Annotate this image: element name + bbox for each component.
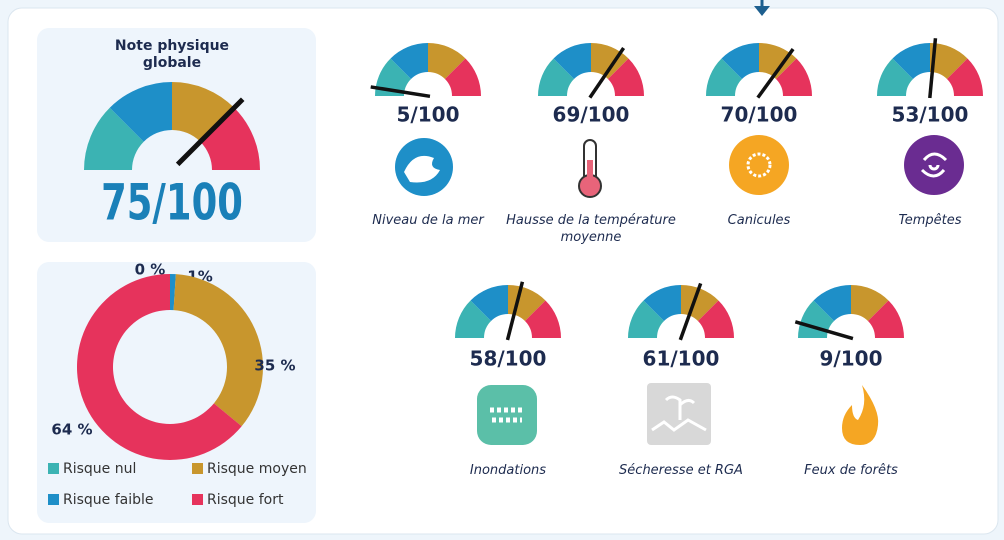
gauge-segment — [851, 285, 889, 322]
gauge-needle — [794, 320, 854, 341]
gauge-segment — [508, 285, 546, 322]
gauge-needle — [588, 47, 626, 99]
icon-thermo-fill — [587, 160, 593, 182]
gauge-segment — [930, 43, 968, 80]
gauge-segment — [375, 58, 412, 96]
icon-storm — [904, 135, 964, 195]
gauge-segment — [172, 82, 235, 142]
legend-label: Risque faible — [63, 492, 154, 508]
gauge-score: 5/100 — [397, 103, 460, 127]
gauge-score: 61/100 — [643, 347, 720, 371]
gauge-needle — [175, 97, 245, 167]
gauge-segment — [759, 43, 797, 80]
gauge-segment — [607, 58, 644, 96]
gauge-score: 58/100 — [470, 347, 547, 371]
hazard-label: Feux de forêts — [804, 463, 898, 478]
gauge-segment — [553, 43, 591, 80]
gauge-segment — [200, 107, 260, 170]
gauge-needle — [678, 282, 703, 341]
donut-label: 64 % — [51, 421, 92, 439]
global-panel — [37, 28, 316, 242]
legend-swatch — [192, 463, 203, 474]
gauge-score: 69/100 — [553, 103, 630, 127]
gauge-segment — [390, 43, 428, 80]
donut-label: 35 % — [254, 357, 295, 375]
gauge-segment — [455, 300, 492, 338]
gauge-needle — [370, 85, 431, 99]
gauge-segment — [428, 43, 466, 80]
gauge-segment — [628, 300, 665, 338]
legend-label: Risque fort — [207, 492, 284, 508]
gauge-score: 53/100 — [892, 103, 969, 127]
donut-label: 0 % — [135, 261, 166, 279]
icon-storm-swirl — [920, 152, 948, 178]
hazard-label: Niveau de la mer — [372, 213, 484, 228]
icon-sea-wave — [404, 155, 440, 183]
hazard-label: Inondations — [469, 463, 547, 478]
gauge-segment — [470, 285, 508, 322]
gauge-title: Note physique globale — [114, 38, 230, 71]
hazard-label: Hausse de la température moyenne — [506, 213, 676, 245]
icon-heat — [729, 135, 789, 195]
gauge-segment — [867, 300, 904, 338]
gauge-segment — [721, 43, 759, 80]
gauge-segment — [524, 300, 561, 338]
icons — [395, 135, 964, 445]
legend-swatch — [48, 494, 59, 505]
gauge-segment — [109, 82, 172, 142]
gauge-score: 9/100 — [820, 347, 883, 371]
gauge-needle — [505, 281, 525, 341]
gauge-segment — [775, 58, 812, 96]
hazard-label: Tempêtes — [898, 213, 962, 228]
pointer-arrow-head — [754, 6, 770, 16]
legend-label: Risque moyen — [207, 461, 307, 477]
gauge-segment — [813, 285, 851, 322]
gauge-segment — [946, 58, 983, 96]
gauge-segment — [706, 58, 743, 96]
donut-slice — [173, 274, 264, 427]
gauge-score: 75/100 — [101, 174, 243, 232]
legend-label: Risque nul — [63, 461, 136, 477]
gauge-segment — [892, 43, 930, 80]
donut-slice — [76, 274, 242, 461]
gauge-segment — [697, 300, 734, 338]
icon-flood-drops — [490, 407, 524, 423]
hazard-label: Canicules — [727, 213, 791, 228]
icon-sun — [746, 152, 772, 178]
gauge-segment — [877, 58, 914, 96]
icon-drought-crack — [651, 395, 707, 432]
gauge-segment — [538, 58, 575, 96]
gauge-segment — [444, 58, 481, 96]
hazard-label: Sécheresse et RGA — [619, 463, 743, 478]
gauge-segment — [84, 107, 144, 170]
legend-swatch — [48, 463, 59, 474]
icon-fire — [842, 385, 879, 445]
icon-flood — [477, 385, 537, 445]
gauge-needle — [928, 38, 938, 99]
gauge-needle — [756, 48, 795, 99]
gauge-segment — [643, 285, 681, 322]
donut-slice — [170, 274, 176, 311]
gauge-score: 70/100 — [721, 103, 798, 127]
legend-swatch — [192, 494, 203, 505]
